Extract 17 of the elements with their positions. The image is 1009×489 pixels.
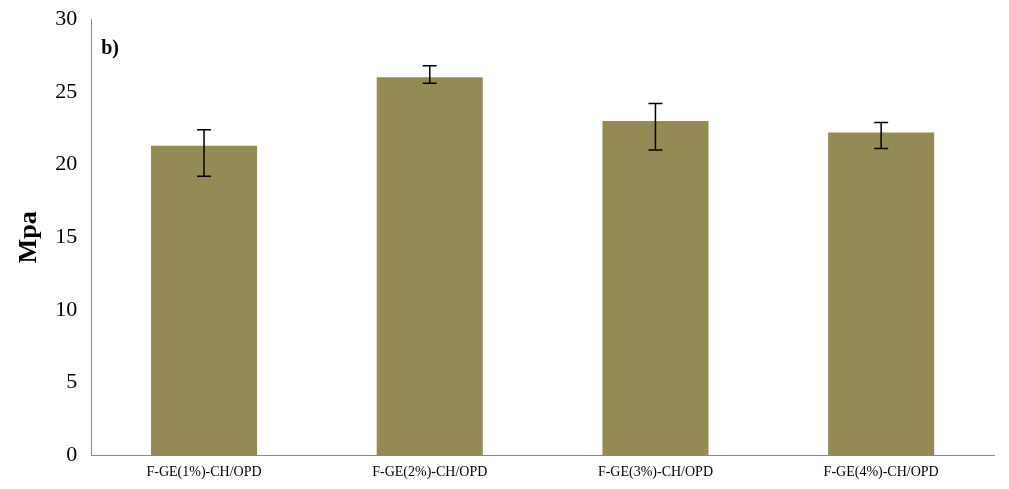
- y-tick-label: 5: [66, 368, 78, 394]
- x-tick-label: F-GE(2%)-CH/OPD: [372, 464, 488, 481]
- y-tick-label: 30: [55, 4, 78, 30]
- y-tick-label: 10: [55, 295, 78, 321]
- y-tick-label: 20: [55, 150, 78, 176]
- x-tick-label: F-GE(1%)-CH/OPD: [146, 464, 262, 481]
- x-tick-label: F-GE(4%)-CH/OPD: [823, 464, 939, 481]
- y-axis-title: Mpa: [13, 211, 43, 264]
- bar: [376, 77, 483, 456]
- annotation: b): [101, 36, 119, 60]
- bar: [602, 120, 709, 456]
- y-tick-label: 0: [66, 440, 78, 466]
- bar: [151, 145, 258, 456]
- y-tick-label: 15: [55, 222, 78, 248]
- y-tick-label: 25: [55, 77, 78, 103]
- bar: [828, 132, 935, 456]
- x-tick-label: F-GE(3%)-CH/OPD: [597, 464, 713, 481]
